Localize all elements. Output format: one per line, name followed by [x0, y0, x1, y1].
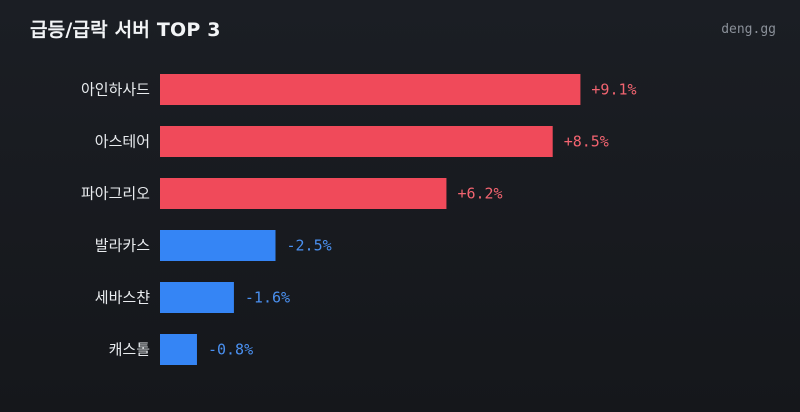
page-title: 급등/급락 서버 TOP 3: [30, 19, 221, 41]
value-label: -2.5%: [287, 237, 332, 255]
bar-fall: [160, 334, 197, 365]
category-label: 세바스챤: [95, 289, 150, 307]
bar-fall: [160, 282, 234, 313]
bar-rise: [160, 178, 447, 209]
value-label: -0.8%: [208, 341, 253, 359]
value-label: -1.6%: [245, 289, 290, 307]
value-label: +9.1%: [591, 81, 636, 99]
value-label: +6.2%: [457, 185, 502, 203]
bar-fall: [160, 230, 276, 261]
category-label: 아인하사드: [81, 81, 150, 99]
category-label: 아스테어: [95, 133, 150, 151]
category-label: 발라카스: [95, 237, 150, 255]
category-label: 파아그리오: [81, 185, 150, 203]
bar-rise: [160, 126, 553, 157]
value-label: +8.5%: [564, 133, 609, 151]
category-label: 캐스톨: [109, 341, 150, 359]
brand-watermark: deng.gg: [721, 22, 776, 37]
bar-rise: [160, 74, 581, 105]
